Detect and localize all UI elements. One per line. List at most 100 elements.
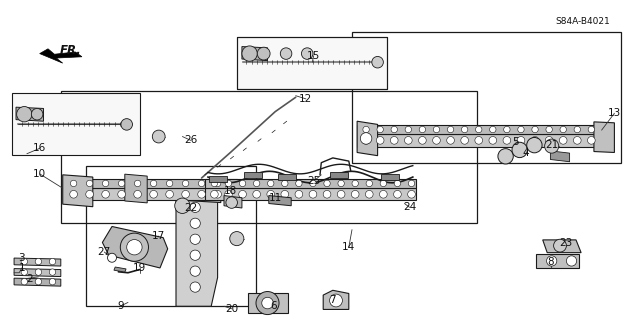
Circle shape [546, 126, 552, 133]
Polygon shape [209, 176, 227, 182]
Circle shape [323, 190, 331, 198]
Circle shape [102, 190, 109, 198]
Circle shape [120, 233, 148, 261]
Polygon shape [381, 174, 399, 180]
Circle shape [211, 190, 218, 198]
Text: 26: 26 [184, 135, 197, 145]
Circle shape [198, 180, 205, 187]
Circle shape [49, 278, 56, 285]
Text: 7: 7 [330, 295, 336, 305]
Polygon shape [269, 196, 291, 206]
Circle shape [21, 269, 28, 275]
Text: 5: 5 [513, 137, 519, 147]
Circle shape [324, 180, 330, 187]
Circle shape [256, 292, 279, 315]
Circle shape [86, 190, 93, 198]
Circle shape [190, 282, 200, 292]
Circle shape [380, 190, 387, 198]
Circle shape [150, 190, 157, 198]
Circle shape [253, 190, 260, 198]
Circle shape [166, 190, 173, 198]
Circle shape [365, 190, 373, 198]
Polygon shape [224, 196, 242, 208]
Text: 27: 27 [98, 247, 111, 257]
Polygon shape [114, 267, 126, 272]
Circle shape [301, 48, 313, 59]
Text: 6: 6 [271, 301, 277, 311]
Circle shape [127, 240, 142, 255]
Text: 21: 21 [545, 140, 558, 150]
Polygon shape [278, 174, 296, 180]
Circle shape [489, 137, 497, 144]
Text: 19: 19 [133, 263, 146, 273]
Circle shape [532, 126, 538, 133]
Circle shape [574, 126, 580, 133]
Text: 1: 1 [19, 263, 25, 273]
Circle shape [102, 180, 109, 187]
Circle shape [214, 180, 221, 187]
Circle shape [447, 137, 454, 144]
Circle shape [475, 137, 483, 144]
Text: 12: 12 [300, 94, 312, 104]
Circle shape [182, 190, 189, 198]
Polygon shape [102, 226, 168, 268]
Bar [237, 37, 387, 89]
Circle shape [182, 180, 189, 187]
Circle shape [118, 180, 125, 187]
Circle shape [225, 190, 232, 198]
Circle shape [190, 202, 200, 212]
Circle shape [108, 253, 116, 262]
Polygon shape [16, 107, 44, 121]
Polygon shape [543, 240, 581, 253]
Polygon shape [550, 151, 570, 162]
Text: FR.: FR. [60, 44, 81, 57]
Circle shape [433, 137, 440, 144]
Circle shape [461, 126, 468, 133]
Circle shape [310, 180, 316, 187]
Circle shape [504, 126, 510, 133]
Circle shape [362, 137, 370, 144]
Circle shape [376, 137, 384, 144]
Circle shape [545, 139, 559, 153]
Text: 17: 17 [152, 231, 165, 241]
Circle shape [35, 278, 42, 285]
Polygon shape [330, 172, 348, 178]
Polygon shape [357, 125, 600, 134]
Circle shape [476, 126, 482, 133]
Polygon shape [205, 179, 416, 188]
Circle shape [408, 190, 415, 198]
Polygon shape [141, 186, 221, 203]
Circle shape [566, 256, 577, 266]
Circle shape [17, 107, 32, 122]
Circle shape [21, 258, 28, 265]
Circle shape [35, 269, 42, 275]
Circle shape [86, 180, 93, 187]
Circle shape [366, 180, 372, 187]
Circle shape [190, 218, 200, 228]
Circle shape [404, 137, 412, 144]
Polygon shape [63, 179, 237, 188]
Polygon shape [40, 49, 82, 63]
Polygon shape [536, 254, 579, 268]
Text: S84A-B4021: S84A-B4021 [555, 17, 610, 26]
Bar [237, 37, 387, 89]
Text: 11: 11 [269, 193, 282, 203]
Circle shape [309, 190, 317, 198]
Circle shape [211, 180, 218, 187]
Circle shape [268, 180, 274, 187]
Circle shape [461, 137, 468, 144]
Text: 23: 23 [559, 238, 572, 248]
Circle shape [49, 258, 56, 265]
Circle shape [351, 190, 359, 198]
Polygon shape [63, 188, 237, 200]
Circle shape [372, 56, 383, 68]
Circle shape [363, 126, 369, 133]
Circle shape [282, 180, 288, 187]
Circle shape [239, 180, 246, 187]
Text: 16: 16 [33, 143, 46, 153]
Circle shape [242, 46, 257, 61]
Circle shape [390, 137, 398, 144]
Circle shape [296, 180, 302, 187]
Circle shape [295, 190, 303, 198]
Circle shape [518, 126, 524, 133]
